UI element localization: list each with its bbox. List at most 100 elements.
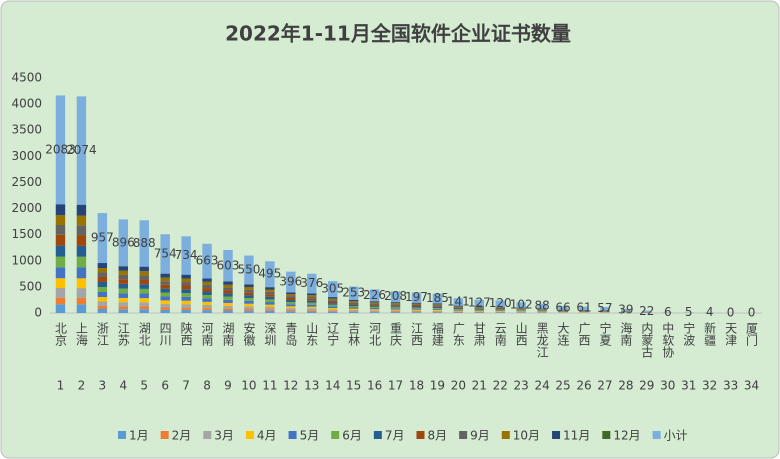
legend-swatch xyxy=(416,431,425,439)
legend-label: 11月 xyxy=(563,429,590,443)
bar-segment xyxy=(642,310,652,312)
data-label: 888 xyxy=(133,236,156,250)
bar-segment xyxy=(327,309,338,311)
bar-segment xyxy=(118,306,129,310)
bar-segment xyxy=(160,309,170,313)
bar-segment xyxy=(495,306,505,308)
bar-segment xyxy=(453,312,464,313)
rank-label: 6 xyxy=(161,379,169,393)
bar-segment xyxy=(432,293,443,304)
bar-segment xyxy=(369,302,380,304)
bar-segment xyxy=(474,310,485,311)
bar-segment xyxy=(348,299,359,302)
bar-segment xyxy=(181,293,191,297)
bar-segment xyxy=(160,277,170,282)
bar-segment xyxy=(390,306,401,308)
bar-segment xyxy=(97,301,108,307)
bar-segment xyxy=(181,278,191,283)
bar-segment xyxy=(286,294,296,297)
bar-segment xyxy=(348,309,359,312)
bar-segment xyxy=(307,293,317,296)
bar-segment xyxy=(307,298,317,301)
bar-segment xyxy=(265,289,275,292)
bar-segment xyxy=(390,303,401,305)
data-label: 88 xyxy=(534,299,549,313)
legend-label: 8月 xyxy=(427,429,447,443)
x-tick-label: 浙江 xyxy=(95,322,109,346)
legend-label: 2月 xyxy=(172,429,192,443)
bar-segment xyxy=(495,309,505,311)
rank-label: 23 xyxy=(514,379,529,393)
bar-segment xyxy=(327,301,338,304)
x-tick-label: 江西 xyxy=(409,322,423,346)
bar-segment xyxy=(76,304,87,313)
x-tick-label: 陕西 xyxy=(179,321,193,346)
bar-segment xyxy=(265,296,275,300)
bar-segment xyxy=(223,284,233,288)
bar-segment xyxy=(286,292,296,295)
bar-segment xyxy=(76,235,87,246)
bar-segment xyxy=(202,301,212,306)
bar-segment xyxy=(139,302,149,307)
bar-segment xyxy=(474,308,485,309)
bar-segment xyxy=(348,304,359,307)
data-label: 957 xyxy=(91,231,114,245)
x-tick-label: 河南 xyxy=(200,322,214,346)
bar-segment xyxy=(97,308,108,313)
bar-segment xyxy=(495,308,505,310)
bar-segment xyxy=(432,308,443,310)
bar-segment xyxy=(369,304,380,306)
rank-label: 8 xyxy=(203,379,211,393)
bar-segment xyxy=(202,294,212,299)
bar-segment xyxy=(55,287,66,298)
bar-segment xyxy=(474,311,485,313)
bar-segment xyxy=(390,312,401,313)
bar-segment xyxy=(327,310,338,312)
bar-segment xyxy=(579,306,589,310)
bar-segment xyxy=(97,272,108,277)
bar-segment xyxy=(453,306,464,308)
bar-segment xyxy=(244,306,254,309)
bar-segment xyxy=(265,309,275,311)
data-label: 0 xyxy=(727,306,735,320)
legend-label: 7月 xyxy=(385,429,405,443)
bar-segment xyxy=(307,300,317,303)
bar-segment xyxy=(411,312,422,313)
bar-segment xyxy=(265,302,275,305)
bar-segment xyxy=(390,310,401,312)
bar-segment xyxy=(76,96,87,205)
bar-segment xyxy=(621,308,631,311)
bar-segment xyxy=(202,310,212,313)
data-label: 22 xyxy=(639,304,654,318)
bar-segment xyxy=(118,293,129,298)
bar-segment xyxy=(55,297,66,305)
bar-segment xyxy=(160,292,170,297)
x-tick-label: 江苏 xyxy=(116,322,130,346)
bar-segment xyxy=(202,278,212,282)
bar-segment xyxy=(286,297,296,301)
y-tick-label: 500 xyxy=(19,279,42,293)
legend-swatch xyxy=(602,431,611,439)
legend-label: 小计 xyxy=(664,429,688,443)
data-label: 185 xyxy=(426,291,449,305)
rank-label: 27 xyxy=(597,379,612,393)
bar-segment xyxy=(55,234,66,246)
x-tick-label: 内蒙古 xyxy=(640,322,654,358)
y-tick-label: 4000 xyxy=(11,97,42,111)
bar-segment xyxy=(202,281,212,285)
rank-label: 22 xyxy=(493,379,508,393)
bar-segment xyxy=(202,308,212,311)
x-tick-label: 上海 xyxy=(74,322,88,346)
legend-swatch xyxy=(501,431,510,439)
rank-label: 2 xyxy=(78,379,86,393)
bar-segment xyxy=(139,284,149,289)
bar-segment xyxy=(223,293,233,297)
bar-segment xyxy=(223,250,233,282)
bar-segment xyxy=(286,311,296,313)
rank-label: 3 xyxy=(99,379,107,393)
bar-segment xyxy=(160,303,170,308)
bar-segment xyxy=(139,306,149,310)
rank-label: 21 xyxy=(472,379,487,393)
bar-segment xyxy=(453,307,464,308)
